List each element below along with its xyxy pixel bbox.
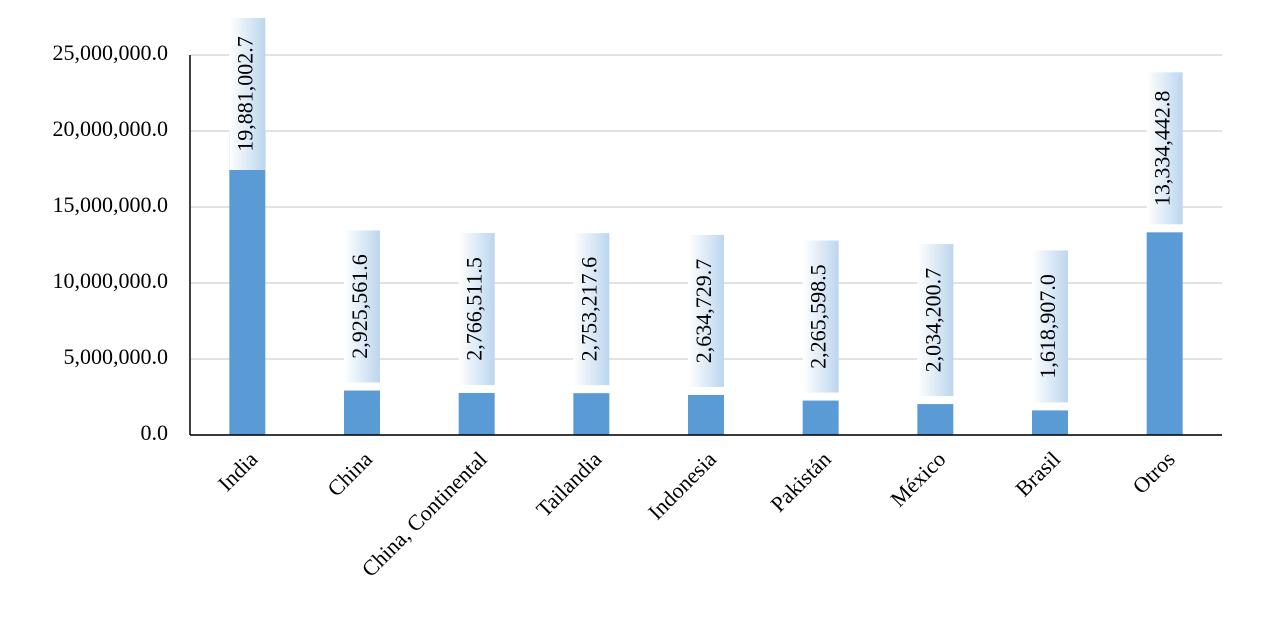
value-label: 2,766,511.5 <box>462 257 487 361</box>
y-tick-label: 25,000,000.0 <box>53 40 169 65</box>
value-label-box <box>458 232 495 385</box>
value-label: 13,334,442.8 <box>1150 91 1175 207</box>
value-label-box <box>917 244 954 397</box>
bar <box>1146 232 1183 435</box>
value-label-box <box>573 233 610 386</box>
value-label-box <box>229 18 266 170</box>
value-label: 2,634,729.7 <box>691 259 716 364</box>
bar <box>688 394 724 435</box>
x-tick-label: Indonesia <box>643 446 721 524</box>
y-tick-label: 0.0 <box>141 420 169 445</box>
x-tick-label: Pakistán <box>765 446 835 516</box>
x-tick-label: Brasil <box>1010 446 1065 501</box>
x-tick-label: China <box>322 446 377 501</box>
value-label: 19,881,002.7 <box>232 36 257 152</box>
value-label: 2,925,561.6 <box>347 254 372 359</box>
y-tick-label: 15,000,000.0 <box>53 192 169 217</box>
value-label: 2,265,598.5 <box>806 264 831 369</box>
x-tick-label: China, Continental <box>357 446 492 581</box>
value-label-box <box>344 230 380 383</box>
value-label-box <box>1032 250 1068 403</box>
bar <box>917 404 954 435</box>
bar <box>573 393 610 435</box>
bar <box>229 132 266 435</box>
value-label-box <box>688 234 724 387</box>
bar <box>344 390 380 435</box>
value-label: 2,753,217.6 <box>576 257 601 362</box>
y-tick-label: 10,000,000.0 <box>53 268 169 293</box>
y-tick-label: 20,000,000.0 <box>53 116 169 141</box>
x-tick-label: India <box>213 446 263 496</box>
bar <box>458 392 495 435</box>
x-tick-label: Tailandia <box>531 446 606 521</box>
value-label-box <box>802 240 839 393</box>
y-tick-label: 5,000,000.0 <box>64 344 169 369</box>
value-label: 1,618,907.0 <box>1035 274 1060 379</box>
x-tick-label: México <box>885 446 950 511</box>
value-label-box <box>1146 72 1183 225</box>
bar <box>1032 410 1068 435</box>
bar <box>802 400 839 435</box>
value-label: 2,034,200.7 <box>920 268 945 373</box>
x-tick-label: Otros <box>1128 446 1180 498</box>
